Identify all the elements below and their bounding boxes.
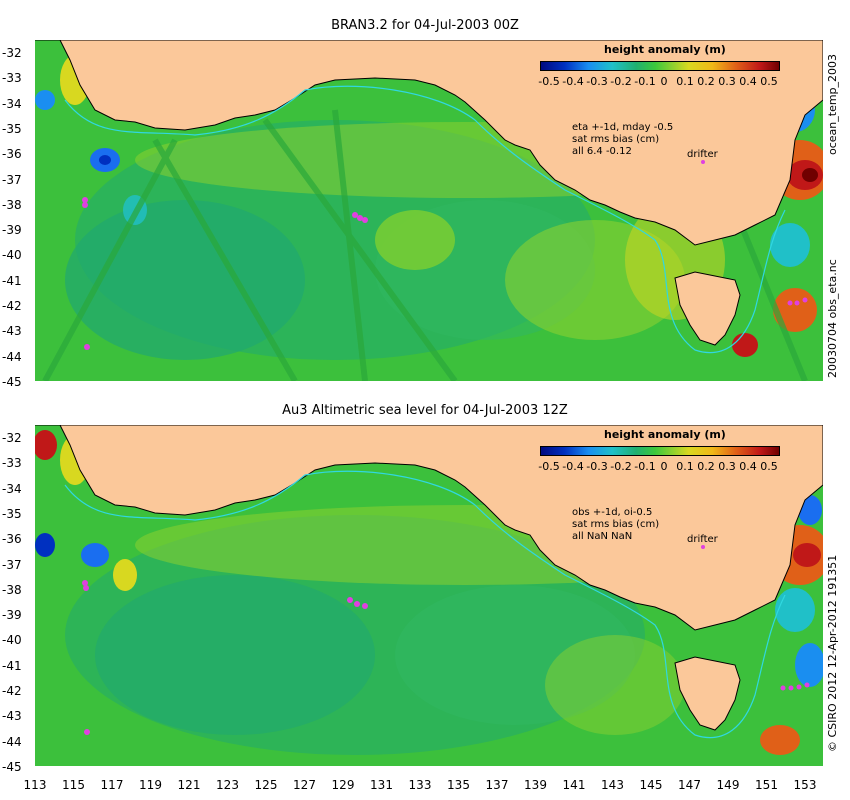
y-tick-label: -44	[2, 349, 22, 364]
y-tick-label: -39	[2, 223, 22, 238]
drifter-label-1: drifter	[687, 149, 718, 160]
colorbar-1	[540, 61, 780, 71]
x-tick-label: 133	[408, 778, 432, 792]
drifter-label-2: drifter	[687, 534, 718, 545]
panel-2-title: Au3 Altimetric sea level for 04-Jul-2003…	[282, 403, 568, 418]
x-tick-label: 137	[485, 778, 509, 792]
y-tick-label: -37	[2, 557, 22, 572]
y-tick-label: -36	[2, 532, 22, 547]
y-tick-label: -35	[2, 506, 22, 521]
x-tick-label: 131	[370, 778, 393, 792]
y-tick-label: -34	[2, 481, 22, 496]
drifter-tracks	[82, 160, 808, 350]
side-label-bottom: © CSIRO 2012 12-Apr-2012 191351	[826, 554, 839, 752]
y-tick-label: -44	[2, 734, 22, 749]
x-tick-label: 153	[793, 778, 817, 792]
x-tick-label: 123	[216, 778, 239, 792]
tasmania	[674, 271, 741, 346]
x-tick-label: 125	[254, 778, 278, 792]
y-tick-label: -38	[2, 582, 22, 597]
mainland-australia	[35, 40, 823, 246]
x-tick-label: 121	[177, 778, 201, 792]
x-tick-label: 141	[562, 778, 586, 792]
x-tick-label: 147	[678, 778, 701, 792]
side-label-top: ocean_temp_2003	[826, 53, 839, 155]
x-tick-label: 127	[293, 778, 316, 792]
x-tick-label: 119	[139, 778, 162, 792]
x-tick-label: 129	[331, 778, 355, 792]
annotation-1: eta +-1d, mday -0.5 sat rms bias (cm) al…	[572, 122, 674, 157]
side-label-mid: 20030704 obs_eta.nc	[826, 259, 839, 378]
x-tick-label: 117	[100, 778, 124, 792]
tasmania	[674, 656, 741, 731]
shelf-contour	[64, 470, 786, 739]
x-tick-label: 115	[62, 778, 85, 792]
map-panel-2	[35, 425, 823, 766]
x-tick-label: 113	[23, 778, 47, 792]
colorbar-2	[540, 446, 780, 456]
colorbar-title-1: height anomaly (m)	[604, 43, 726, 56]
y-tick-label: -45	[2, 374, 22, 389]
annotation-2: obs +-1d, oi-0.5 sat rms bias (cm) all N…	[572, 507, 660, 542]
x-tick-label: 143	[601, 778, 624, 792]
y-tick-label: -35	[2, 121, 22, 136]
y-tick-label: -45	[2, 759, 22, 774]
y-tick-label: -41	[2, 658, 22, 673]
mainland-australia	[35, 425, 823, 631]
map-panel-1	[35, 40, 823, 381]
x-tick-label: 151	[755, 778, 778, 792]
y-tick-label: -42	[2, 299, 22, 313]
shelf-contour	[64, 85, 786, 354]
drifter-tracks	[82, 545, 810, 735]
y-tick-label: -39	[2, 608, 22, 623]
x-tick-label: 139	[524, 778, 547, 792]
colorbar-title-2: height anomaly (m)	[604, 428, 726, 441]
y-tick-label: -43	[2, 709, 22, 724]
y-tick-label: -40	[2, 248, 22, 263]
panel-1-title: BRAN3.2 for 04-Jul-2003 00Z	[331, 18, 519, 33]
y-tick-label: -33	[2, 71, 22, 86]
y-tick-label: -33	[2, 456, 22, 471]
y-tick-label: -32	[2, 46, 22, 60]
x-tick-label: 149	[716, 778, 740, 792]
y-tick-label: -36	[2, 147, 22, 162]
x-tick-label: 145	[639, 778, 663, 792]
y-tick-label: -38	[2, 197, 22, 212]
y-tick-label: -43	[2, 324, 22, 339]
y-tick-label: -42	[2, 684, 22, 698]
y-tick-label: -32	[2, 431, 22, 445]
x-tick-label: 135	[447, 778, 470, 792]
y-tick-label: -40	[2, 633, 22, 648]
y-tick-label: -37	[2, 172, 22, 187]
y-tick-label: -34	[2, 96, 22, 111]
y-tick-label: -41	[2, 273, 22, 288]
